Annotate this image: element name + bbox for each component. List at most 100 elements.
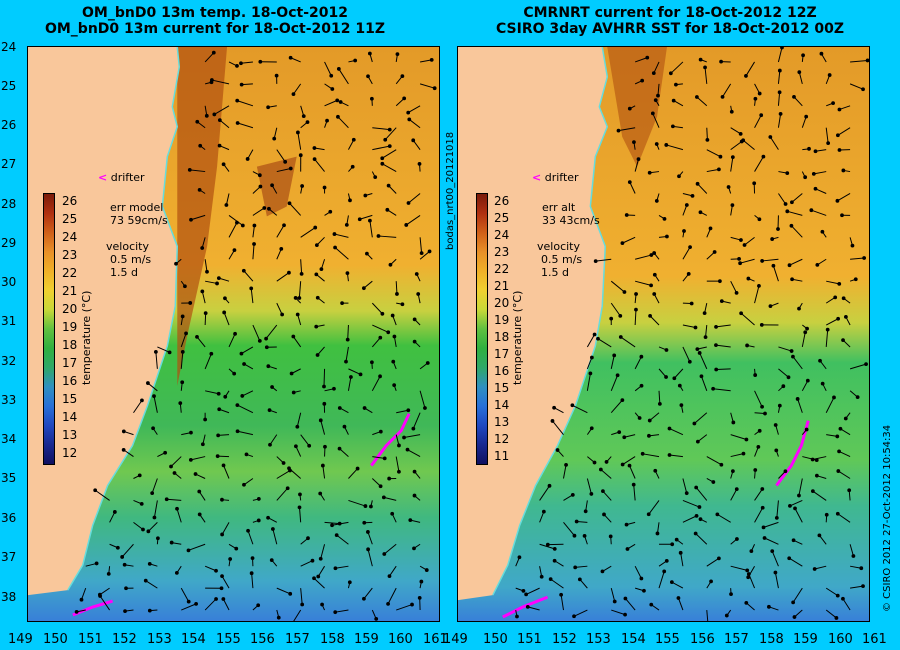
current-vector: [204, 313, 207, 326]
current-vector: [237, 100, 254, 107]
current-vector-head: [183, 284, 187, 289]
current-vector: [276, 487, 289, 501]
current-vector-head: [695, 181, 700, 186]
current-vector: [147, 382, 158, 392]
current-vector-head: [589, 426, 594, 431]
current-vector: [407, 449, 421, 458]
current-vector: [705, 324, 708, 338]
current-vector-head: [612, 353, 617, 358]
current-vector-head: [406, 408, 411, 413]
current-vector: [407, 105, 421, 114]
current-vector-head: [146, 529, 151, 534]
current-vector: [586, 334, 596, 348]
left-drifter-label: drifter: [110, 171, 145, 184]
current-vector-head: [615, 373, 620, 378]
current-vector: [706, 127, 708, 140]
current-vector-head: [316, 574, 321, 579]
current-vector-head: [745, 343, 749, 348]
current-vector-head: [759, 113, 764, 118]
cbar-tick: 16: [494, 364, 510, 378]
right-drifter-label: drifter: [544, 171, 579, 184]
current-vector: [652, 113, 660, 128]
current-vector: [539, 485, 550, 501]
cbar-tick: 25: [62, 212, 78, 226]
current-vector-head: [735, 537, 739, 541]
current-vector: [825, 609, 837, 619]
right-drifter-legend: < drifter: [532, 171, 579, 184]
current-vector-head: [762, 536, 767, 540]
current-vector: [695, 533, 708, 545]
current-vector-head: [257, 173, 262, 178]
current-vector-head: [153, 350, 158, 354]
current-vector-head: [120, 555, 125, 559]
cbar-tick: 21: [494, 279, 510, 293]
current-vector: [300, 560, 313, 567]
current-vector-head: [719, 299, 724, 304]
right-side-label: © CSIRO 2012 27-Oct-2012 10:54:34: [882, 424, 893, 612]
current-vector: [252, 243, 255, 260]
current-vector-head: [592, 332, 597, 337]
current-vector: [573, 609, 588, 617]
current-vector-head: [256, 603, 261, 608]
current-vector: [717, 513, 731, 523]
current-vector-head: [789, 349, 794, 353]
current-vector: [539, 543, 555, 550]
current-vector: [812, 490, 827, 501]
current-vector: [797, 398, 803, 413]
current-vector-head: [712, 250, 717, 254]
current-vector-head: [642, 588, 646, 593]
current-vector-head: [521, 588, 526, 593]
current-vector-head: [345, 271, 350, 276]
current-vector: [419, 83, 435, 89]
current-vector-head: [717, 167, 721, 172]
current-vector: [825, 397, 835, 413]
current-vector-head: [803, 330, 808, 335]
current-vector: [265, 324, 278, 339]
current-vector-head: [555, 448, 560, 452]
current-vector-head: [235, 64, 239, 68]
current-vector-head: [801, 53, 805, 58]
current-vector: [850, 59, 868, 63]
left-map-svg: [28, 47, 439, 621]
current-vector-head: [336, 114, 340, 119]
current-vector-head: [609, 316, 614, 321]
current-vector: [222, 598, 230, 611]
current-vector-head: [632, 140, 636, 144]
current-vector: [704, 67, 708, 84]
current-vector: [153, 396, 158, 413]
current-vector: [595, 258, 612, 262]
current-vector-head: [369, 504, 373, 509]
current-vector: [622, 236, 636, 244]
current-vector: [682, 324, 696, 328]
current-vector: [669, 428, 684, 436]
current-vector: [252, 207, 265, 216]
current-vector-head: [648, 313, 652, 318]
current-vector-head: [152, 394, 156, 399]
current-vector-head: [289, 371, 294, 376]
current-vector-head: [412, 493, 417, 498]
current-vector: [777, 113, 782, 128]
current-vector-head: [98, 594, 102, 598]
current-vector: [223, 465, 230, 479]
current-vector-head: [639, 576, 644, 581]
drifter-arrow-icon: <: [98, 171, 108, 184]
current-vector: [745, 61, 755, 77]
current-vector: [241, 346, 254, 355]
current-vector-head: [312, 576, 316, 581]
current-vector-head: [761, 154, 766, 159]
current-vector-head: [841, 296, 846, 301]
lon-label: 158: [759, 632, 784, 647]
current-vector-head: [787, 556, 792, 561]
current-vector: [814, 565, 827, 570]
current-vector: [527, 606, 540, 611]
current-vector: [221, 575, 230, 589]
current-vector-head: [791, 600, 796, 605]
current-vector: [754, 114, 762, 128]
current-vector: [739, 258, 755, 264]
current-vector-head: [702, 311, 707, 316]
current-vector-head: [287, 201, 292, 206]
current-vector-head: [791, 354, 795, 359]
current-vector-head: [654, 199, 659, 203]
current-vector: [597, 338, 612, 348]
current-vector: [825, 329, 829, 347]
